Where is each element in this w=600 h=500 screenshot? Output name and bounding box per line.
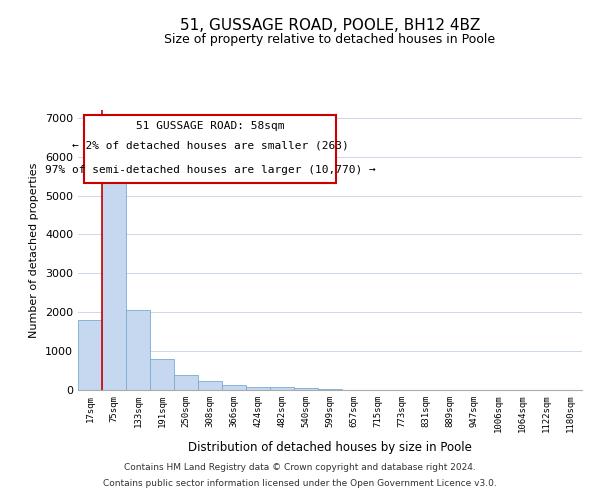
X-axis label: Distribution of detached houses by size in Poole: Distribution of detached houses by size … [188, 441, 472, 454]
Bar [102, 166, 126, 390]
Bar [78, 320, 102, 390]
Text: 51, GUSSAGE ROAD, POOLE, BH12 4BZ: 51, GUSSAGE ROAD, POOLE, BH12 4BZ [180, 18, 480, 32]
Bar [174, 375, 198, 390]
Text: ← 2% of detached houses are smaller (263): ← 2% of detached houses are smaller (263… [71, 140, 349, 150]
Bar [126, 310, 150, 390]
Bar [270, 387, 294, 390]
Text: 97% of semi-detached houses are larger (10,770) →: 97% of semi-detached houses are larger (… [44, 166, 376, 175]
Bar [294, 388, 318, 390]
Y-axis label: Number of detached properties: Number of detached properties [29, 162, 40, 338]
Bar [198, 380, 222, 390]
Text: Contains HM Land Registry data © Crown copyright and database right 2024.: Contains HM Land Registry data © Crown c… [124, 464, 476, 472]
Bar [246, 386, 270, 390]
Bar [150, 359, 174, 390]
Text: Size of property relative to detached houses in Poole: Size of property relative to detached ho… [164, 32, 496, 46]
Bar [222, 386, 246, 390]
Text: Contains public sector information licensed under the Open Government Licence v3: Contains public sector information licen… [103, 478, 497, 488]
Bar [318, 388, 342, 390]
Text: 51 GUSSAGE ROAD: 58sqm: 51 GUSSAGE ROAD: 58sqm [136, 121, 284, 131]
